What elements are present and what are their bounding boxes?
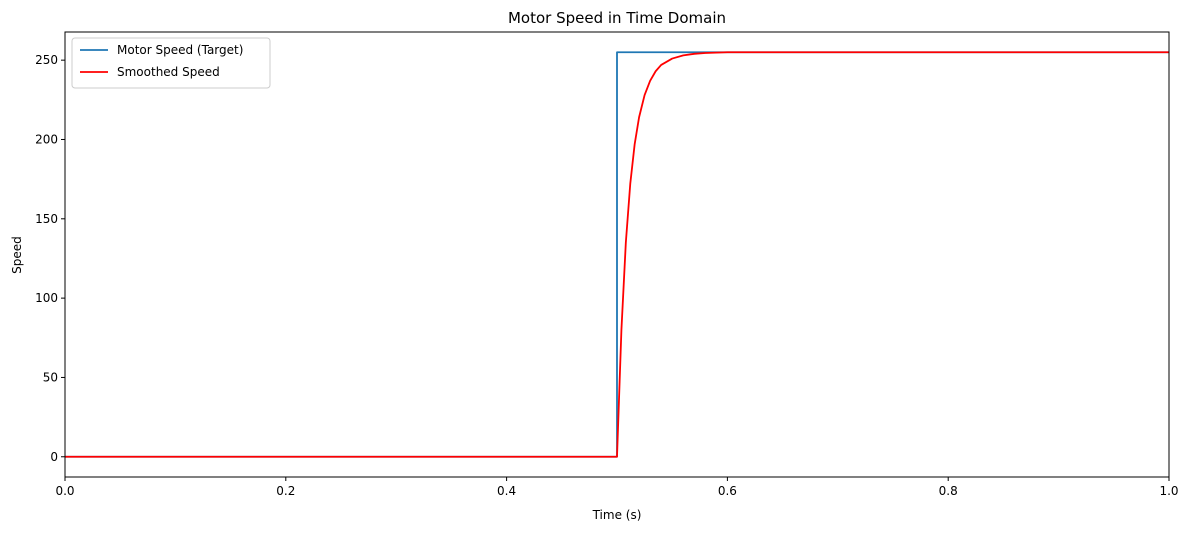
legend-box (71, 37, 271, 89)
y-tick-label: 150 (35, 212, 58, 226)
y-tick-label: 0 (50, 450, 58, 464)
series-line-1 (65, 51, 1169, 458)
x-tick-label: 0.2 (276, 484, 295, 498)
legend-label: Smoothed Speed (117, 65, 220, 79)
series-line-2 (65, 51, 1169, 458)
x-axis-label: Time (s) (592, 508, 642, 522)
x-tick-label: 0.6 (718, 484, 737, 498)
plot-frame (64, 31, 1170, 478)
legend-label: Motor Speed (Target) (117, 43, 243, 57)
y-tick-label: 50 (43, 370, 58, 384)
x-tick-label: 0.0 (55, 484, 74, 498)
y-axis-label: Speed (10, 236, 24, 274)
x-tick-label: 1.0 (1159, 484, 1178, 498)
x-tick-label: 0.8 (939, 484, 958, 498)
ticks-layer: 0.0 0.2 0.4 0.6 0.8 1.0 0 50 100 150 200 250 (35, 53, 1178, 498)
y-tick-label: 250 (35, 53, 58, 67)
legend: Motor Speed (Target) Smoothed Speed (71, 37, 271, 89)
series-layer (65, 51, 1169, 458)
y-tick-label: 200 (35, 132, 58, 146)
chart-title: Motor Speed in Time Domain (508, 9, 726, 27)
y-tick-label: 100 (35, 291, 58, 305)
x-tick-label: 0.4 (497, 484, 516, 498)
